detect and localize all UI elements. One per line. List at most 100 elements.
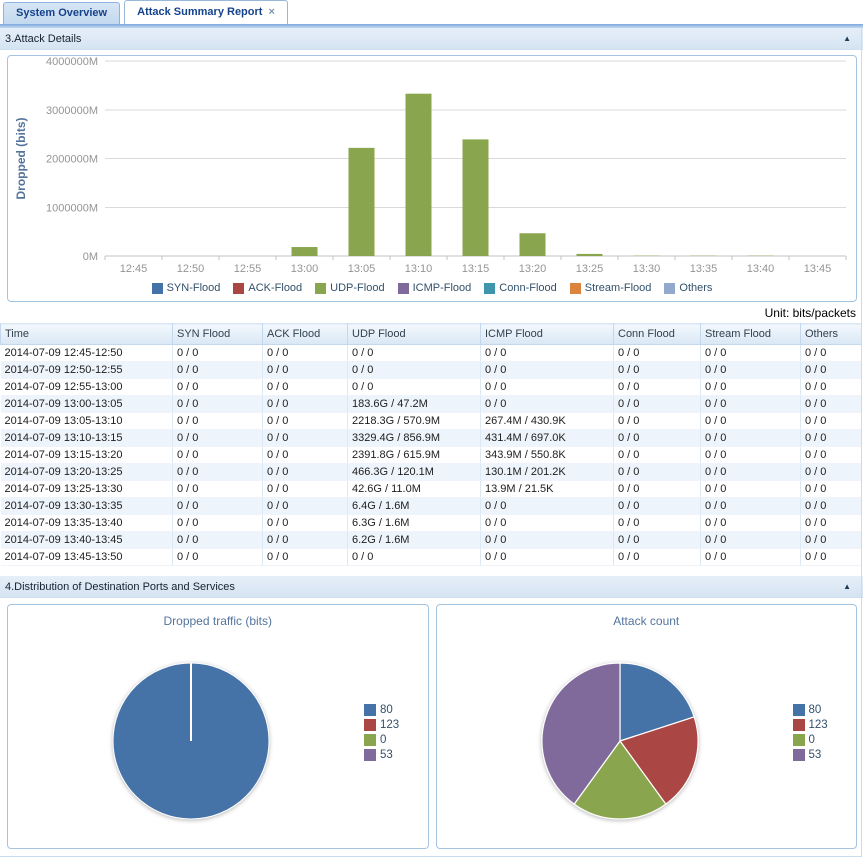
container-bottom-border — [0, 856, 862, 857]
column-header[interactable]: UDP Flood — [348, 324, 481, 345]
table-cell: 0 / 0 — [614, 379, 701, 396]
table-cell: 343.9M / 550.8K — [481, 447, 614, 464]
tab-system-overview[interactable]: System Overview — [3, 2, 120, 24]
table-row[interactable]: 2014-07-09 13:35-13:400 / 00 / 06.3G / 1… — [1, 515, 862, 532]
attack-traffic-chart-panel: 0M1000000M2000000M3000000M4000000MDroppe… — [7, 55, 857, 302]
table-cell: 0 / 0 — [173, 447, 263, 464]
table-cell: 0 / 0 — [263, 515, 348, 532]
table-cell: 0 / 0 — [801, 549, 862, 566]
legend-item: 123 — [364, 719, 399, 731]
table-row[interactable]: 2014-07-09 13:20-13:250 / 00 / 0466.3G /… — [1, 464, 862, 481]
table-cell: 0 / 0 — [173, 481, 263, 498]
legend-item: 123 — [793, 719, 828, 731]
column-header[interactable]: SYN Flood — [173, 324, 263, 345]
table-cell: 2014-07-09 12:55-13:00 — [1, 379, 173, 396]
y-axis-label: Dropped (bits) — [14, 118, 28, 200]
table-header-row: TimeSYN FloodACK FloodUDP FloodICMP Floo… — [1, 324, 862, 345]
legend-swatch — [152, 283, 163, 294]
table-cell: 0 / 0 — [481, 345, 614, 362]
legend-swatch — [793, 719, 805, 731]
column-header[interactable]: Stream Flood — [701, 324, 801, 345]
table-row[interactable]: 2014-07-09 13:25-13:300 / 00 / 042.6G / … — [1, 481, 862, 498]
legend-label: ACK-Flood — [248, 282, 302, 294]
legend-item: SYN-Flood — [152, 282, 221, 294]
table-row[interactable]: 2014-07-09 13:30-13:350 / 00 / 06.4G / 1… — [1, 498, 862, 515]
table-cell: 13.9M / 21.5K — [481, 481, 614, 498]
legend-label: UDP-Flood — [330, 282, 384, 294]
table-cell: 0 / 0 — [173, 464, 263, 481]
pie-panel-dropped-traffic: Dropped traffic (bits) 80123053 — [7, 604, 429, 849]
table-cell: 0 / 0 — [614, 464, 701, 481]
table-row[interactable]: 2014-07-09 13:05-13:100 / 00 / 02218.3G … — [1, 413, 862, 430]
table-cell: 0 / 0 — [701, 413, 801, 430]
table-cell: 0 / 0 — [481, 549, 614, 566]
table-row[interactable]: 2014-07-09 13:40-13:450 / 00 / 06.2G / 1… — [1, 532, 862, 549]
table-cell: 0 / 0 — [801, 430, 862, 447]
section-title: 3.Attack Details — [5, 33, 81, 45]
column-header[interactable]: ICMP Flood — [481, 324, 614, 345]
table-cell: 0 / 0 — [801, 464, 862, 481]
legend-swatch — [364, 704, 376, 716]
table-cell: 0 / 0 — [173, 549, 263, 566]
column-header[interactable]: Time — [1, 324, 173, 345]
legend-item: 0 — [793, 734, 828, 746]
tab-label: System Overview — [16, 7, 107, 19]
distribution-panels: Dropped traffic (bits) 80123053 Attack c… — [7, 604, 857, 849]
legend-label: SYN-Flood — [167, 282, 221, 294]
legend-label: Others — [679, 282, 712, 294]
bar-udp-flood — [577, 254, 603, 256]
table-cell: 0 / 0 — [173, 430, 263, 447]
table-cell: 2014-07-09 13:40-13:45 — [1, 532, 173, 549]
table-cell: 0 / 0 — [701, 396, 801, 413]
x-axis-tick-label: 13:35 — [690, 263, 718, 275]
table-cell: 2391.8G / 615.9M — [348, 447, 481, 464]
table-cell: 2014-07-09 13:05-13:10 — [1, 413, 173, 430]
container-right-border — [861, 28, 862, 857]
table-cell: 0 / 0 — [614, 481, 701, 498]
collapse-icon[interactable]: ▲ — [843, 28, 851, 50]
table-cell: 0 / 0 — [173, 379, 263, 396]
collapse-icon[interactable]: ▲ — [843, 576, 851, 598]
table-row[interactable]: 2014-07-09 12:45-12:500 / 00 / 00 / 00 /… — [1, 345, 862, 362]
table-cell: 0 / 0 — [263, 430, 348, 447]
table-cell: 0 / 0 — [614, 447, 701, 464]
table-cell: 42.6G / 11.0M — [348, 481, 481, 498]
legend-item: ICMP-Flood — [398, 282, 472, 294]
table-row[interactable]: 2014-07-09 12:55-13:000 / 00 / 00 / 00 /… — [1, 379, 862, 396]
legend-label: 123 — [380, 719, 399, 731]
column-header[interactable]: ACK Flood — [263, 324, 348, 345]
table-cell: 0 / 0 — [701, 345, 801, 362]
table-cell: 0 / 0 — [173, 345, 263, 362]
table-cell: 0 / 0 — [701, 549, 801, 566]
table-row[interactable]: 2014-07-09 12:50-12:550 / 00 / 00 / 00 /… — [1, 362, 862, 379]
table-cell: 6.2G / 1.6M — [348, 532, 481, 549]
y-axis-tick-label: 2000000M — [46, 154, 98, 166]
table-cell: 0 / 0 — [701, 362, 801, 379]
table-row[interactable]: 2014-07-09 13:15-13:200 / 00 / 02391.8G … — [1, 447, 862, 464]
legend-label: Stream-Flood — [585, 282, 652, 294]
table-cell: 2014-07-09 13:20-13:25 — [1, 464, 173, 481]
table-cell: 0 / 0 — [348, 362, 481, 379]
attack-details-table: TimeSYN FloodACK FloodUDP FloodICMP Floo… — [0, 323, 862, 566]
table-cell: 0 / 0 — [614, 515, 701, 532]
table-cell: 0 / 0 — [263, 549, 348, 566]
tab-close-icon[interactable]: × — [268, 6, 274, 18]
table-cell: 0 / 0 — [263, 481, 348, 498]
unit-label: Unit: bits/packets — [0, 302, 863, 323]
table-row[interactable]: 2014-07-09 13:00-13:050 / 00 / 0183.6G /… — [1, 396, 862, 413]
table-cell: 0 / 0 — [173, 413, 263, 430]
column-header[interactable]: Others — [801, 324, 862, 345]
table-cell: 0 / 0 — [614, 430, 701, 447]
table-row[interactable]: 2014-07-09 13:45-13:500 / 00 / 00 / 00 /… — [1, 549, 862, 566]
x-axis-tick-label: 13:40 — [747, 263, 775, 275]
column-header[interactable]: Conn Flood — [614, 324, 701, 345]
table-row[interactable]: 2014-07-09 13:10-13:150 / 00 / 03329.4G … — [1, 430, 862, 447]
x-axis-tick-label: 13:10 — [405, 263, 433, 275]
legend-item: UDP-Flood — [315, 282, 384, 294]
table-cell: 0 / 0 — [614, 396, 701, 413]
tab-attack-summary-report[interactable]: Attack Summary Report× — [124, 0, 288, 24]
table-cell: 0 / 0 — [801, 396, 862, 413]
table-cell: 0 / 0 — [263, 345, 348, 362]
table-cell: 0 / 0 — [348, 549, 481, 566]
table-cell: 2218.3G / 570.9M — [348, 413, 481, 430]
